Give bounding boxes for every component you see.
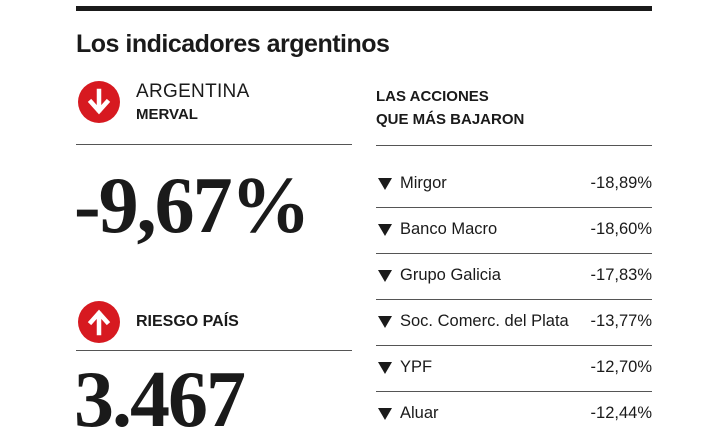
company-name: YPF [400, 358, 433, 376]
index-name: MERVAL [136, 106, 198, 123]
table-title-line: QUE MÁS BAJARON [376, 111, 525, 128]
company-name: Banco Macro [400, 220, 498, 238]
stock-row: Aluar -12,44% [376, 392, 652, 438]
merval-value: -9,67% [74, 162, 311, 250]
stock-row: Grupo Galicia -17,83% [376, 254, 652, 300]
triangle-down-icon [378, 362, 392, 374]
divider [376, 145, 652, 146]
triangle-down-icon [378, 316, 392, 328]
company-name: Grupo Galicia [400, 266, 501, 284]
stock-row: Banco Macro -18,60% [376, 208, 652, 254]
triangle-down-icon [378, 270, 392, 282]
page-title: Los indicadores argentinos [76, 30, 390, 58]
riesgo-value: 3.467 [74, 356, 246, 444]
arrow-up-icon [78, 301, 120, 343]
change-value: -17,83% [590, 266, 652, 284]
triangle-down-icon [378, 178, 392, 190]
divider [76, 350, 352, 351]
triangle-down-icon [378, 224, 392, 236]
change-value: -12,44% [590, 404, 652, 422]
riesgo-label: RIESGO PAÍS [136, 313, 239, 330]
arrow-down-icon [78, 81, 120, 123]
stock-row: Mirgor -18,89% [376, 162, 652, 208]
triangle-down-icon [378, 408, 392, 420]
change-value: -13,77% [590, 312, 652, 330]
change-value: -18,89% [590, 174, 652, 192]
country-label: ARGENTINA [136, 81, 250, 102]
change-value: -18,60% [590, 220, 652, 238]
table-title: LAS ACCIONES QUE MÁS BAJARON [376, 85, 524, 131]
change-value: -12,70% [590, 358, 652, 376]
divider [76, 144, 352, 145]
stock-row: Soc. Comerc. del Plata -13,77% [376, 300, 652, 346]
company-name: Soc. Comerc. del Plata [400, 312, 569, 330]
stock-row: YPF -12,70% [376, 346, 652, 392]
table-title-line: LAS ACCIONES [376, 88, 489, 105]
company-name: Mirgor [400, 174, 447, 192]
company-name: Aluar [400, 404, 439, 422]
stock-list: Mirgor -18,89% Banco Macro -18,60% Grupo… [376, 162, 652, 438]
top-rule [76, 6, 652, 11]
